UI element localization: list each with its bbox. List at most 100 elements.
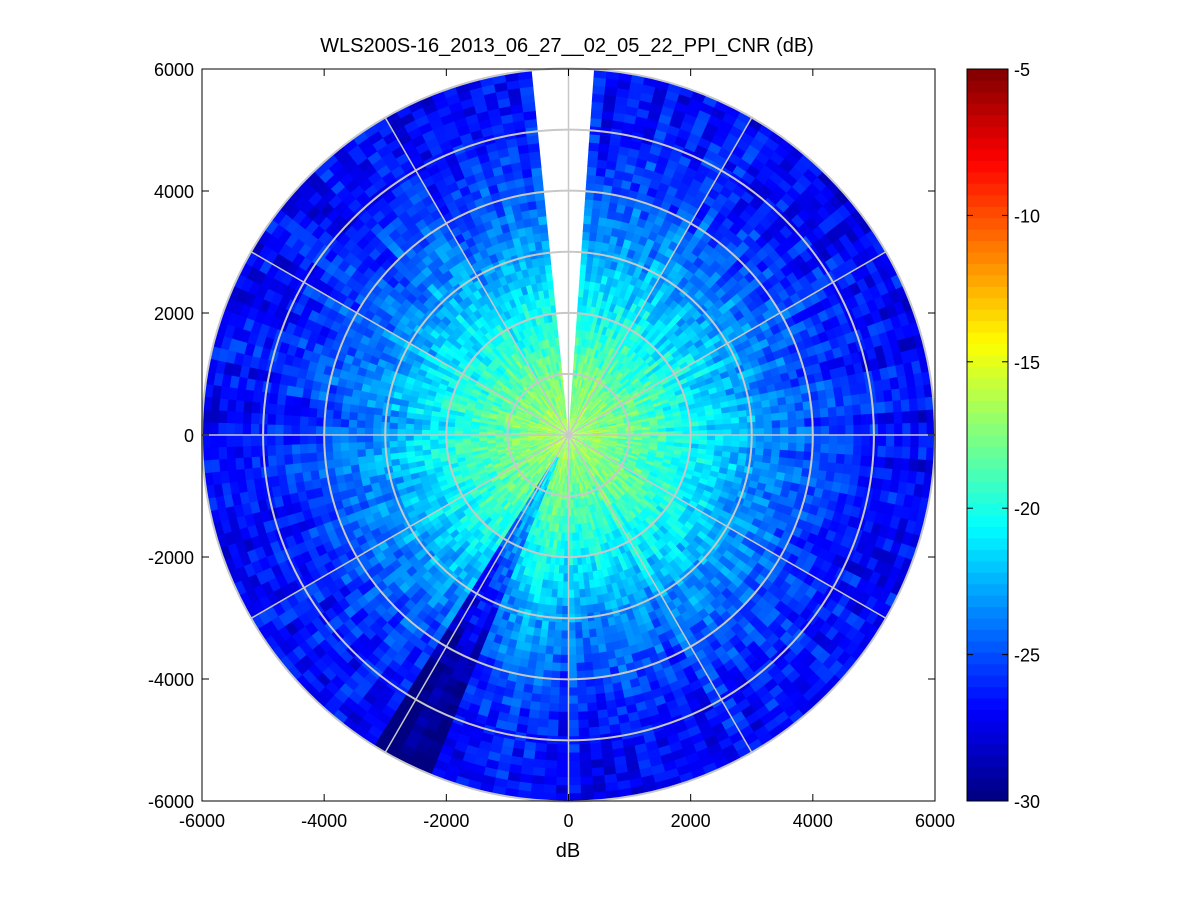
- heatmap-cell: [604, 86, 619, 97]
- heatmap-cell: [909, 446, 920, 461]
- heatmap-cell: [585, 686, 596, 696]
- heatmap-cell: [635, 157, 649, 170]
- heatmap-cell: [640, 377, 651, 386]
- heatmap-cell: [644, 355, 654, 365]
- heatmap-cell: [571, 419, 576, 428]
- heatmap-cell: [575, 403, 579, 412]
- heatmap-cell: [580, 379, 585, 389]
- heatmap-cell: [585, 411, 593, 419]
- heatmap-cell: [877, 435, 887, 448]
- heatmap-cell: [702, 353, 714, 363]
- heatmap-cell: [581, 397, 587, 406]
- heatmap-cell: [622, 171, 635, 183]
- heatmap-cell: [608, 302, 617, 313]
- heatmap-cell: [576, 429, 585, 433]
- heatmap-cell: [613, 411, 622, 417]
- heatmap-cell: [578, 751, 592, 762]
- heatmap-cell: [655, 299, 666, 311]
- heatmap-cell: [639, 91, 655, 104]
- heatmap-cell: [853, 435, 863, 447]
- heatmap-cell: [580, 312, 587, 323]
- heatmap-cell: [712, 354, 724, 365]
- heatmap-cell: [574, 423, 582, 430]
- heatmap-cell: [635, 401, 645, 408]
- heatmap-cell: [646, 410, 657, 416]
- heatmap-cell: [634, 381, 644, 390]
- heatmap-cell: [599, 351, 606, 361]
- heatmap-cell: [652, 328, 662, 339]
- heatmap-cell: [613, 370, 622, 380]
- heatmap-cell: [680, 335, 692, 346]
- heatmap-cell: [689, 382, 700, 391]
- heatmap-cell: [663, 384, 674, 393]
- heatmap-cell: [621, 307, 630, 319]
- heatmap-cell: [575, 412, 580, 421]
- heatmap-cell: [573, 597, 581, 607]
- heatmap-cell: [586, 355, 592, 365]
- heatmap-cell: [639, 142, 653, 154]
- heatmap-cell: [586, 412, 594, 420]
- heatmap-cell: [583, 206, 594, 217]
- heatmap-cell: [577, 711, 589, 721]
- heatmap-cell: [885, 303, 899, 320]
- heatmap-cell: [576, 430, 585, 434]
- heatmap-cell: [693, 117, 710, 131]
- heatmap-cell: [572, 402, 576, 412]
- heatmap-cell: [576, 403, 582, 413]
- heatmap-cell: [578, 387, 583, 396]
- heatmap-cell: [691, 90, 708, 104]
- heatmap-cell: [575, 428, 585, 432]
- heatmap-cell: [608, 144, 621, 155]
- heatmap-cell: [703, 339, 715, 350]
- heatmap-cell: [629, 302, 639, 314]
- heatmap-cell: [699, 102, 716, 116]
- heatmap-cell: [600, 118, 615, 129]
- heatmap-cell: [597, 150, 610, 161]
- heatmap-cell: [624, 163, 637, 175]
- heatmap-cell: [556, 744, 569, 754]
- heatmap-cell: [590, 404, 598, 412]
- heatmap-cell: [762, 369, 773, 380]
- heatmap-cell: [600, 404, 609, 412]
- heatmap-cell: [599, 342, 606, 353]
- heatmap-cell: [627, 402, 637, 409]
- heatmap-cell: [604, 353, 612, 364]
- heatmap-cell: [590, 420, 599, 426]
- heatmap-cell: [626, 155, 639, 167]
- heatmap-cell: [571, 540, 577, 550]
- heatmap-cell: [659, 347, 670, 357]
- heatmap-cell: [638, 183, 651, 196]
- heatmap-cell: [787, 411, 797, 421]
- heatmap-cell: [888, 289, 902, 306]
- heatmap-cell: [771, 435, 781, 444]
- heatmap-cell: [575, 662, 586, 672]
- heatmap-cell: [654, 407, 665, 414]
- heatmap-cell: [571, 402, 574, 411]
- heatmap-cell: [578, 378, 583, 388]
- heatmap-cell: [674, 340, 685, 351]
- heatmap-cell: [583, 661, 594, 672]
- heatmap-cell: [579, 416, 587, 424]
- heatmap-cell: [582, 408, 590, 416]
- heatmap-cell: [852, 414, 863, 427]
- heatmap-cell: [702, 94, 720, 109]
- heatmap-cell: [877, 445, 887, 459]
- heatmap-cell: [698, 425, 708, 431]
- heatmap-cell: [633, 396, 643, 404]
- heatmap-cell: [680, 381, 691, 390]
- heatmap-cell: [636, 404, 646, 411]
- heatmap-cell: [623, 367, 632, 377]
- heatmap-cell: [616, 362, 625, 372]
- heatmap-cell: [602, 407, 611, 414]
- heatmap-cell: [645, 312, 656, 324]
- heatmap-cell: [680, 348, 691, 359]
- heatmap-cell: [561, 597, 569, 607]
- heatmap-cell: [587, 413, 595, 421]
- heatmap-cell: [591, 265, 599, 275]
- heatmap-cell: [606, 375, 615, 384]
- heatmap-cell: [569, 418, 573, 428]
- heatmap-cell: [725, 105, 743, 120]
- heatmap-cell: [543, 759, 558, 770]
- heatmap-cell: [574, 424, 583, 431]
- heatmap-cell: [572, 573, 579, 583]
